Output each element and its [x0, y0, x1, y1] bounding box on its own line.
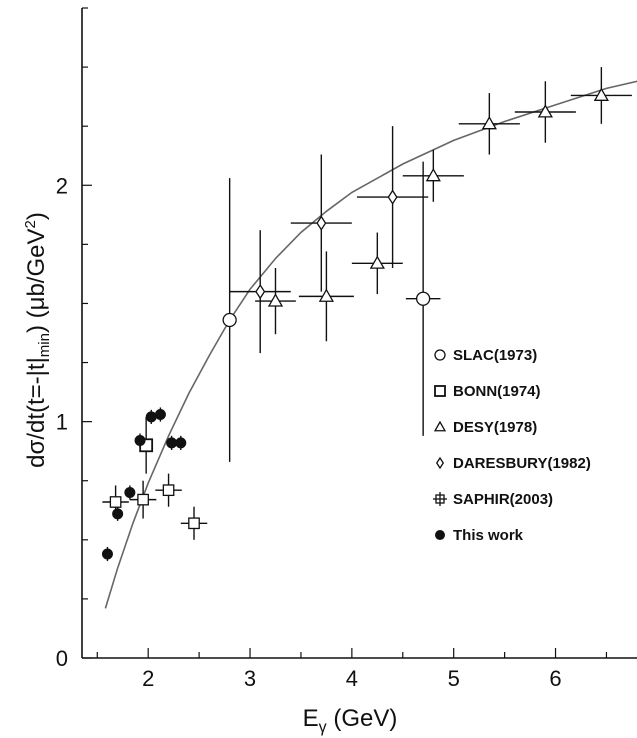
- desy-1978-point-0: [267, 293, 284, 307]
- x-axis-title: Eγ (GeV): [303, 705, 398, 736]
- this-work-point-6: [166, 437, 178, 449]
- legend-label-this-work: This work: [453, 527, 524, 544]
- this-work-point-1: [112, 508, 124, 520]
- y-axis-title-part-e: ): [23, 212, 50, 220]
- saphir-2003-point-0: [109, 496, 122, 508]
- desy-1978-point-6: [593, 87, 609, 101]
- legend-label-saphir-2003: SAPHIR(2003): [453, 491, 553, 508]
- x-tick-label-5: 5: [448, 666, 460, 691]
- fit-curve: [104, 80, 637, 609]
- daresbury-1982-point-0: [255, 283, 266, 300]
- legend-marker-this-work: [435, 530, 445, 540]
- y-axis-title-part-a: dσ/dt(t=-|t|: [23, 357, 50, 468]
- daresbury-1982-point-2: [387, 189, 398, 205]
- x-tick-label-4: 4: [346, 666, 358, 691]
- x-tick-label-2: 2: [142, 666, 154, 691]
- legend: SLAC(1973) BONN(1974) DESY(1978) DARESBURY(…: [433, 347, 591, 544]
- this-work-point-0: [101, 548, 113, 560]
- saphir-2003-point-2: [162, 484, 175, 497]
- desy-1978-point-1: [318, 288, 335, 302]
- y-tick-label-0: 0: [56, 646, 68, 671]
- legend-label-daresbury-1982: DARESBURY(1982): [453, 455, 591, 472]
- desy-1978-point-2: [369, 255, 385, 269]
- y-tick-label-1: 1: [56, 410, 68, 435]
- y-axis-title-part-b: min: [36, 333, 53, 357]
- tick-labels: 2 3 4 5 6 0 1 2: [56, 173, 562, 691]
- saphir-2003-point-3: [188, 517, 200, 530]
- legend-marker-desy-1978: [433, 420, 447, 432]
- y-axis-title: dσ/dt(t=-|t|min) (μb/GeV2): [22, 212, 53, 468]
- y-axis-title-part-c: ) (μb/GeV: [23, 228, 50, 333]
- legend-label-bonn-1974: BONN(1974): [453, 383, 541, 400]
- this-work-point-5: [154, 409, 166, 421]
- daresbury-1982-point-1: [316, 215, 327, 231]
- error-bars: [102, 67, 632, 562]
- y-axis-title-part-d: 2: [22, 220, 39, 228]
- x-axis-title-sub: γ: [319, 719, 327, 736]
- slac-1973-point-0: [222, 312, 237, 328]
- data-markers: [101, 87, 609, 560]
- x-tick-label-3: 3: [244, 666, 256, 691]
- saphir-2003-point-1: [137, 493, 149, 506]
- this-work-point-7: [175, 437, 187, 449]
- legend-label-desy-1978: DESY(1978): [453, 419, 537, 436]
- this-work-point-4: [145, 411, 157, 423]
- x-axis-title-unit: (GeV): [327, 705, 398, 732]
- x-tick-label-6: 6: [549, 666, 561, 691]
- slac-1973-point-1: [415, 291, 431, 306]
- axis-ticks: [82, 7, 608, 659]
- desy-1978-point-4: [481, 116, 497, 130]
- legend-marker-daresbury-1982: [435, 456, 445, 470]
- desy-1978-point-5: [537, 104, 553, 118]
- this-work-point-3: [134, 435, 146, 447]
- legend-label-slac-1973: SLAC(1973): [453, 347, 537, 364]
- plot-frame: [81, 8, 637, 659]
- this-work-point-2: [124, 487, 136, 499]
- legend-marker-bonn-1974: [434, 385, 446, 397]
- legend-marker-slac-1973: [434, 349, 446, 361]
- x-axis-title-main: E: [303, 705, 319, 732]
- y-tick-label-2: 2: [56, 173, 68, 198]
- desy-1978-point-3: [425, 168, 441, 182]
